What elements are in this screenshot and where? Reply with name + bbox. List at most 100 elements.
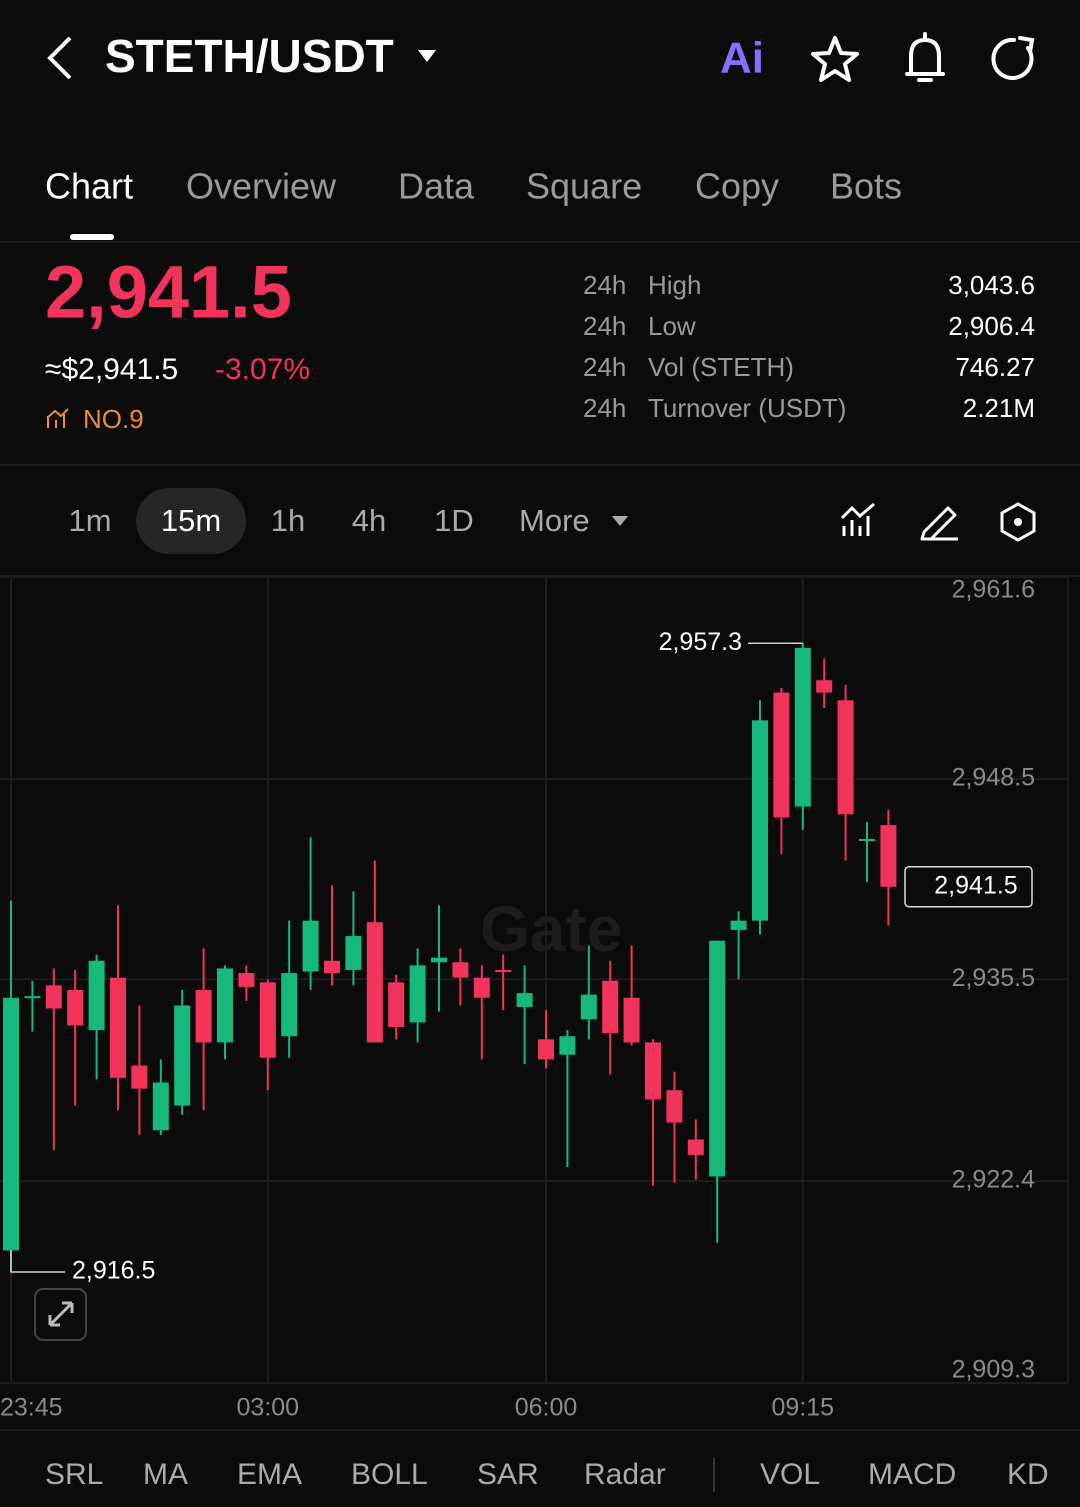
stat-value: 2.21M	[963, 393, 1035, 423]
candle-body	[859, 838, 875, 841]
candle-body	[431, 957, 447, 963]
stat-period: 24h	[583, 393, 626, 423]
indicator[interactable]: SAR	[477, 1458, 539, 1491]
stat-value: 2,906.4	[948, 311, 1035, 341]
interval-bar: 1m 15m 1h 4h 1D	[68, 503, 473, 538]
candle-body	[538, 1039, 554, 1060]
candle-body	[495, 969, 512, 972]
candle-body	[709, 940, 726, 1177]
tab[interactable]: Bots	[830, 166, 902, 207]
alert-icon[interactable]	[905, 32, 945, 82]
indicator[interactable]: MACD	[868, 1458, 956, 1491]
candle-body	[88, 960, 105, 1031]
candle-body	[259, 982, 276, 1058]
x-tick-label: 09:15	[772, 1394, 835, 1422]
usd-price: ≈$2,941.5	[45, 353, 178, 386]
more-intervals[interactable]: More	[519, 503, 590, 538]
candle-body	[602, 980, 619, 1034]
stat-value: 3,043.6	[948, 270, 1035, 300]
tab[interactable]: Data	[398, 166, 475, 207]
stat-period: 24h	[583, 270, 626, 300]
tab[interactable]: Square	[526, 166, 642, 207]
candle-body	[238, 973, 255, 987]
candle-body	[110, 977, 126, 1078]
candle-body	[452, 962, 469, 978]
max-label: 2,957.3	[659, 628, 742, 656]
candlestick-chart: Gate 23:45 03:00 06:00 09:15 2,961.6 2,948.5 2,…	[0, 576, 1069, 1422]
candle-body	[516, 993, 533, 1007]
stat-value: 746.27	[955, 352, 1035, 382]
fullscreen-button[interactable]	[34, 1288, 87, 1341]
candle-body	[195, 990, 212, 1043]
candle-body	[666, 1090, 683, 1123]
indicator[interactable]: MA	[143, 1458, 188, 1491]
draw-icon[interactable]	[920, 506, 958, 541]
fullscreen-icon	[48, 1301, 74, 1327]
candle-body	[837, 700, 854, 815]
tab[interactable]: Chart	[45, 166, 133, 207]
candle-body	[152, 1082, 169, 1131]
interval[interactable]: 1D	[434, 503, 474, 538]
min-label: 2,916.5	[72, 1257, 155, 1285]
candle-body	[345, 936, 362, 970]
last-price: 2,941.5	[45, 251, 292, 334]
candle-body	[880, 825, 897, 887]
tab[interactable]: Overview	[186, 166, 337, 207]
min-leader	[10, 1250, 65, 1273]
rank-icon	[46, 408, 69, 428]
interval[interactable]: 1m	[68, 503, 111, 538]
indicator[interactable]: Radar	[584, 1458, 666, 1491]
candle-body	[794, 647, 811, 807]
settings-icon[interactable]	[1000, 502, 1036, 542]
x-tick-label: 03:00	[237, 1394, 300, 1422]
candle-body	[816, 680, 833, 693]
candle-body	[24, 996, 41, 999]
indicator[interactable]: VOL	[760, 1458, 820, 1491]
tab[interactable]: Copy	[695, 166, 779, 207]
stat-period: 24h	[583, 311, 626, 341]
rank[interactable]: NO.9	[83, 404, 144, 434]
candle-body	[281, 973, 298, 1037]
candle-body	[687, 1139, 704, 1155]
y-tick-label: 2,909.3	[952, 1356, 1035, 1384]
indicator[interactable]: EMA	[237, 1458, 302, 1491]
candle-body	[302, 920, 319, 972]
candle-body	[131, 1065, 148, 1089]
back-icon[interactable]	[47, 36, 72, 80]
interval[interactable]: 1h	[271, 503, 305, 538]
interval[interactable]: 15m	[161, 503, 221, 538]
last-price-tag	[904, 866, 1033, 908]
y-tick-label: 2,922.4	[952, 1166, 1036, 1194]
candle-body	[409, 965, 426, 1023]
indicator[interactable]: SRL	[45, 1458, 103, 1491]
pair-title[interactable]: STETH/USDT	[105, 30, 394, 82]
x-tick-label: 06:00	[515, 1394, 578, 1422]
x-tick-label: 23:45	[0, 1394, 63, 1422]
stat-label: Low	[648, 311, 696, 341]
pair-dropdown[interactable]	[418, 50, 436, 62]
share-icon[interactable]	[991, 36, 1035, 80]
interval-selected-bg	[136, 488, 246, 554]
interval[interactable]: 4h	[352, 503, 386, 538]
tab-indicator	[70, 234, 114, 240]
candle-body	[217, 968, 233, 1043]
watermark: Gate	[480, 893, 622, 965]
stat-period: 24h	[583, 352, 626, 382]
y-tick-label: 2,961.6	[952, 576, 1035, 604]
candle-body	[324, 960, 340, 974]
candle-body	[580, 994, 597, 1020]
favorite-icon[interactable]	[811, 36, 859, 82]
indicator-bar: SRL MA EMA BOLL SAR Radar VOL MACD KD	[45, 1458, 1049, 1491]
ai-icon[interactable]: Ai	[720, 34, 764, 83]
indicator[interactable]: KD	[1007, 1458, 1049, 1491]
indicator-icon[interactable]	[840, 502, 875, 536]
indicator[interactable]: BOLL	[351, 1458, 428, 1491]
more-dropdown[interactable]	[612, 516, 628, 526]
candle-body	[559, 1036, 576, 1055]
candle-body	[366, 922, 383, 1043]
price-change: -3.07%	[215, 353, 310, 386]
stat-label: Vol (STETH)	[648, 352, 794, 382]
candle-body	[645, 1042, 661, 1100]
